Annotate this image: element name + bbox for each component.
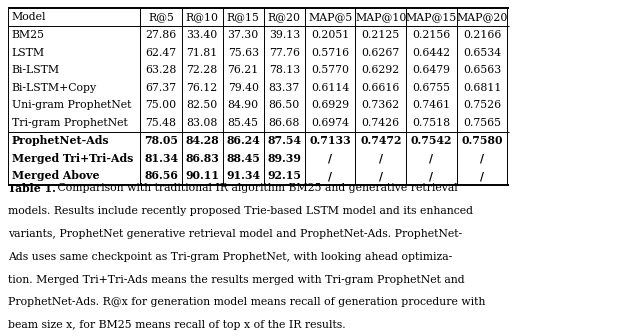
Text: 0.6929: 0.6929 bbox=[311, 100, 349, 111]
Text: 76.12: 76.12 bbox=[186, 83, 218, 93]
Text: /: / bbox=[480, 170, 484, 181]
Text: 0.7542: 0.7542 bbox=[411, 135, 452, 146]
Text: 83.37: 83.37 bbox=[269, 83, 300, 93]
Text: 86.24: 86.24 bbox=[227, 135, 260, 146]
Text: 0.7518: 0.7518 bbox=[412, 118, 451, 128]
Text: 0.6974: 0.6974 bbox=[311, 118, 349, 128]
Text: 76.21: 76.21 bbox=[228, 65, 259, 75]
Text: 0.5770: 0.5770 bbox=[311, 65, 349, 75]
Text: LSTM: LSTM bbox=[12, 47, 45, 57]
Text: 77.76: 77.76 bbox=[269, 47, 300, 57]
Text: 62.47: 62.47 bbox=[145, 47, 177, 57]
Text: 88.45: 88.45 bbox=[227, 153, 260, 164]
Text: Table 1.: Table 1. bbox=[8, 183, 56, 194]
Text: 83.08: 83.08 bbox=[186, 118, 218, 128]
Text: 86.50: 86.50 bbox=[269, 100, 300, 111]
Text: Model: Model bbox=[12, 12, 46, 22]
Text: MAP@20: MAP@20 bbox=[456, 12, 508, 22]
Text: Comparison with traditional IR algorithm BM25 and generative retrieval: Comparison with traditional IR algorithm… bbox=[54, 183, 458, 193]
Text: 0.6292: 0.6292 bbox=[362, 65, 400, 75]
Text: 0.7526: 0.7526 bbox=[463, 100, 501, 111]
Text: Bi-LSTM+Copy: Bi-LSTM+Copy bbox=[12, 83, 97, 93]
Text: 0.7133: 0.7133 bbox=[309, 135, 351, 146]
Text: /: / bbox=[328, 170, 332, 181]
Text: 72.28: 72.28 bbox=[186, 65, 218, 75]
Text: R@15: R@15 bbox=[227, 12, 260, 22]
Text: 82.50: 82.50 bbox=[186, 100, 218, 111]
Text: 89.39: 89.39 bbox=[268, 153, 301, 164]
Text: 0.2051: 0.2051 bbox=[311, 30, 349, 40]
Text: 75.63: 75.63 bbox=[228, 47, 259, 57]
Text: ProphetNet-Ads. R@x for generation model means recall of generation procedure wi: ProphetNet-Ads. R@x for generation model… bbox=[8, 297, 485, 307]
Text: /: / bbox=[480, 153, 484, 164]
Text: 0.7362: 0.7362 bbox=[362, 100, 400, 111]
Text: variants, ProphetNet generative retrieval model and ProphetNet-Ads. ProphetNet-: variants, ProphetNet generative retrieva… bbox=[8, 229, 462, 239]
Text: 84.28: 84.28 bbox=[185, 135, 219, 146]
Text: 0.6114: 0.6114 bbox=[311, 83, 349, 93]
Text: 91.34: 91.34 bbox=[226, 170, 260, 181]
Text: 0.6479: 0.6479 bbox=[412, 65, 451, 75]
Text: Merged Tri+Tri-Ads: Merged Tri+Tri-Ads bbox=[12, 153, 133, 164]
Text: 0.6563: 0.6563 bbox=[463, 65, 501, 75]
Text: 0.2156: 0.2156 bbox=[412, 30, 451, 40]
Text: Uni-gram ProphetNet: Uni-gram ProphetNet bbox=[12, 100, 131, 111]
Text: ProphetNet-Ads: ProphetNet-Ads bbox=[12, 135, 109, 146]
Text: 0.7461: 0.7461 bbox=[412, 100, 451, 111]
Text: 0.6534: 0.6534 bbox=[463, 47, 501, 57]
Text: 92.15: 92.15 bbox=[268, 170, 301, 181]
Text: 75.00: 75.00 bbox=[145, 100, 177, 111]
Text: 0.7472: 0.7472 bbox=[360, 135, 401, 146]
Text: Ads uses same checkpoint as Tri-gram ProphetNet, with looking ahead optimiza-: Ads uses same checkpoint as Tri-gram Pro… bbox=[8, 252, 452, 262]
Text: R@5: R@5 bbox=[148, 12, 174, 22]
Text: /: / bbox=[379, 153, 383, 164]
Text: /: / bbox=[429, 170, 433, 181]
Text: /: / bbox=[429, 153, 433, 164]
Text: Merged Above: Merged Above bbox=[12, 170, 99, 181]
Text: 78.13: 78.13 bbox=[269, 65, 300, 75]
Text: MAP@5: MAP@5 bbox=[308, 12, 352, 22]
Text: 0.6442: 0.6442 bbox=[412, 47, 451, 57]
Text: MAP@15: MAP@15 bbox=[406, 12, 457, 22]
Text: Bi-LSTM: Bi-LSTM bbox=[12, 65, 60, 75]
Text: 67.37: 67.37 bbox=[145, 83, 177, 93]
Text: 33.40: 33.40 bbox=[186, 30, 218, 40]
Text: 0.7426: 0.7426 bbox=[362, 118, 400, 128]
Text: 0.7580: 0.7580 bbox=[461, 135, 503, 146]
Text: 86.68: 86.68 bbox=[269, 118, 300, 128]
Text: 86.56: 86.56 bbox=[144, 170, 178, 181]
Text: beam size x, for BM25 means recall of top x of the IR results.: beam size x, for BM25 means recall of to… bbox=[8, 320, 346, 330]
Text: R@20: R@20 bbox=[268, 12, 301, 22]
Text: 86.83: 86.83 bbox=[185, 153, 219, 164]
Text: 37.30: 37.30 bbox=[228, 30, 259, 40]
Text: 63.28: 63.28 bbox=[145, 65, 177, 75]
Text: 0.6811: 0.6811 bbox=[463, 83, 501, 93]
Text: /: / bbox=[328, 153, 332, 164]
Text: 90.11: 90.11 bbox=[185, 170, 219, 181]
Text: 0.2125: 0.2125 bbox=[362, 30, 400, 40]
Text: 81.34: 81.34 bbox=[144, 153, 178, 164]
Text: 71.81: 71.81 bbox=[186, 47, 218, 57]
Text: 0.6755: 0.6755 bbox=[412, 83, 451, 93]
Text: models. Results include recently proposed Trie-based LSTM model and its enhanced: models. Results include recently propose… bbox=[8, 206, 473, 216]
Text: 27.86: 27.86 bbox=[145, 30, 177, 40]
Text: 75.48: 75.48 bbox=[145, 118, 177, 128]
Text: 84.90: 84.90 bbox=[228, 100, 259, 111]
Text: 85.45: 85.45 bbox=[228, 118, 259, 128]
Text: 87.54: 87.54 bbox=[268, 135, 301, 146]
Text: tion. Merged Tri+Tri-Ads means the results merged with Tri-gram ProphetNet and: tion. Merged Tri+Tri-Ads means the resul… bbox=[8, 275, 464, 285]
Text: /: / bbox=[379, 170, 383, 181]
Text: 0.6267: 0.6267 bbox=[362, 47, 400, 57]
Text: 78.05: 78.05 bbox=[144, 135, 178, 146]
Text: 0.7565: 0.7565 bbox=[463, 118, 501, 128]
Text: Tri-gram ProphetNet: Tri-gram ProphetNet bbox=[12, 118, 127, 128]
Text: MAP@10: MAP@10 bbox=[355, 12, 406, 22]
Text: BM25: BM25 bbox=[12, 30, 45, 40]
Text: 39.13: 39.13 bbox=[269, 30, 300, 40]
Text: 79.40: 79.40 bbox=[228, 83, 259, 93]
Text: 0.2166: 0.2166 bbox=[463, 30, 501, 40]
Text: R@10: R@10 bbox=[186, 12, 219, 22]
Text: 0.6616: 0.6616 bbox=[362, 83, 400, 93]
Text: 0.5716: 0.5716 bbox=[311, 47, 349, 57]
